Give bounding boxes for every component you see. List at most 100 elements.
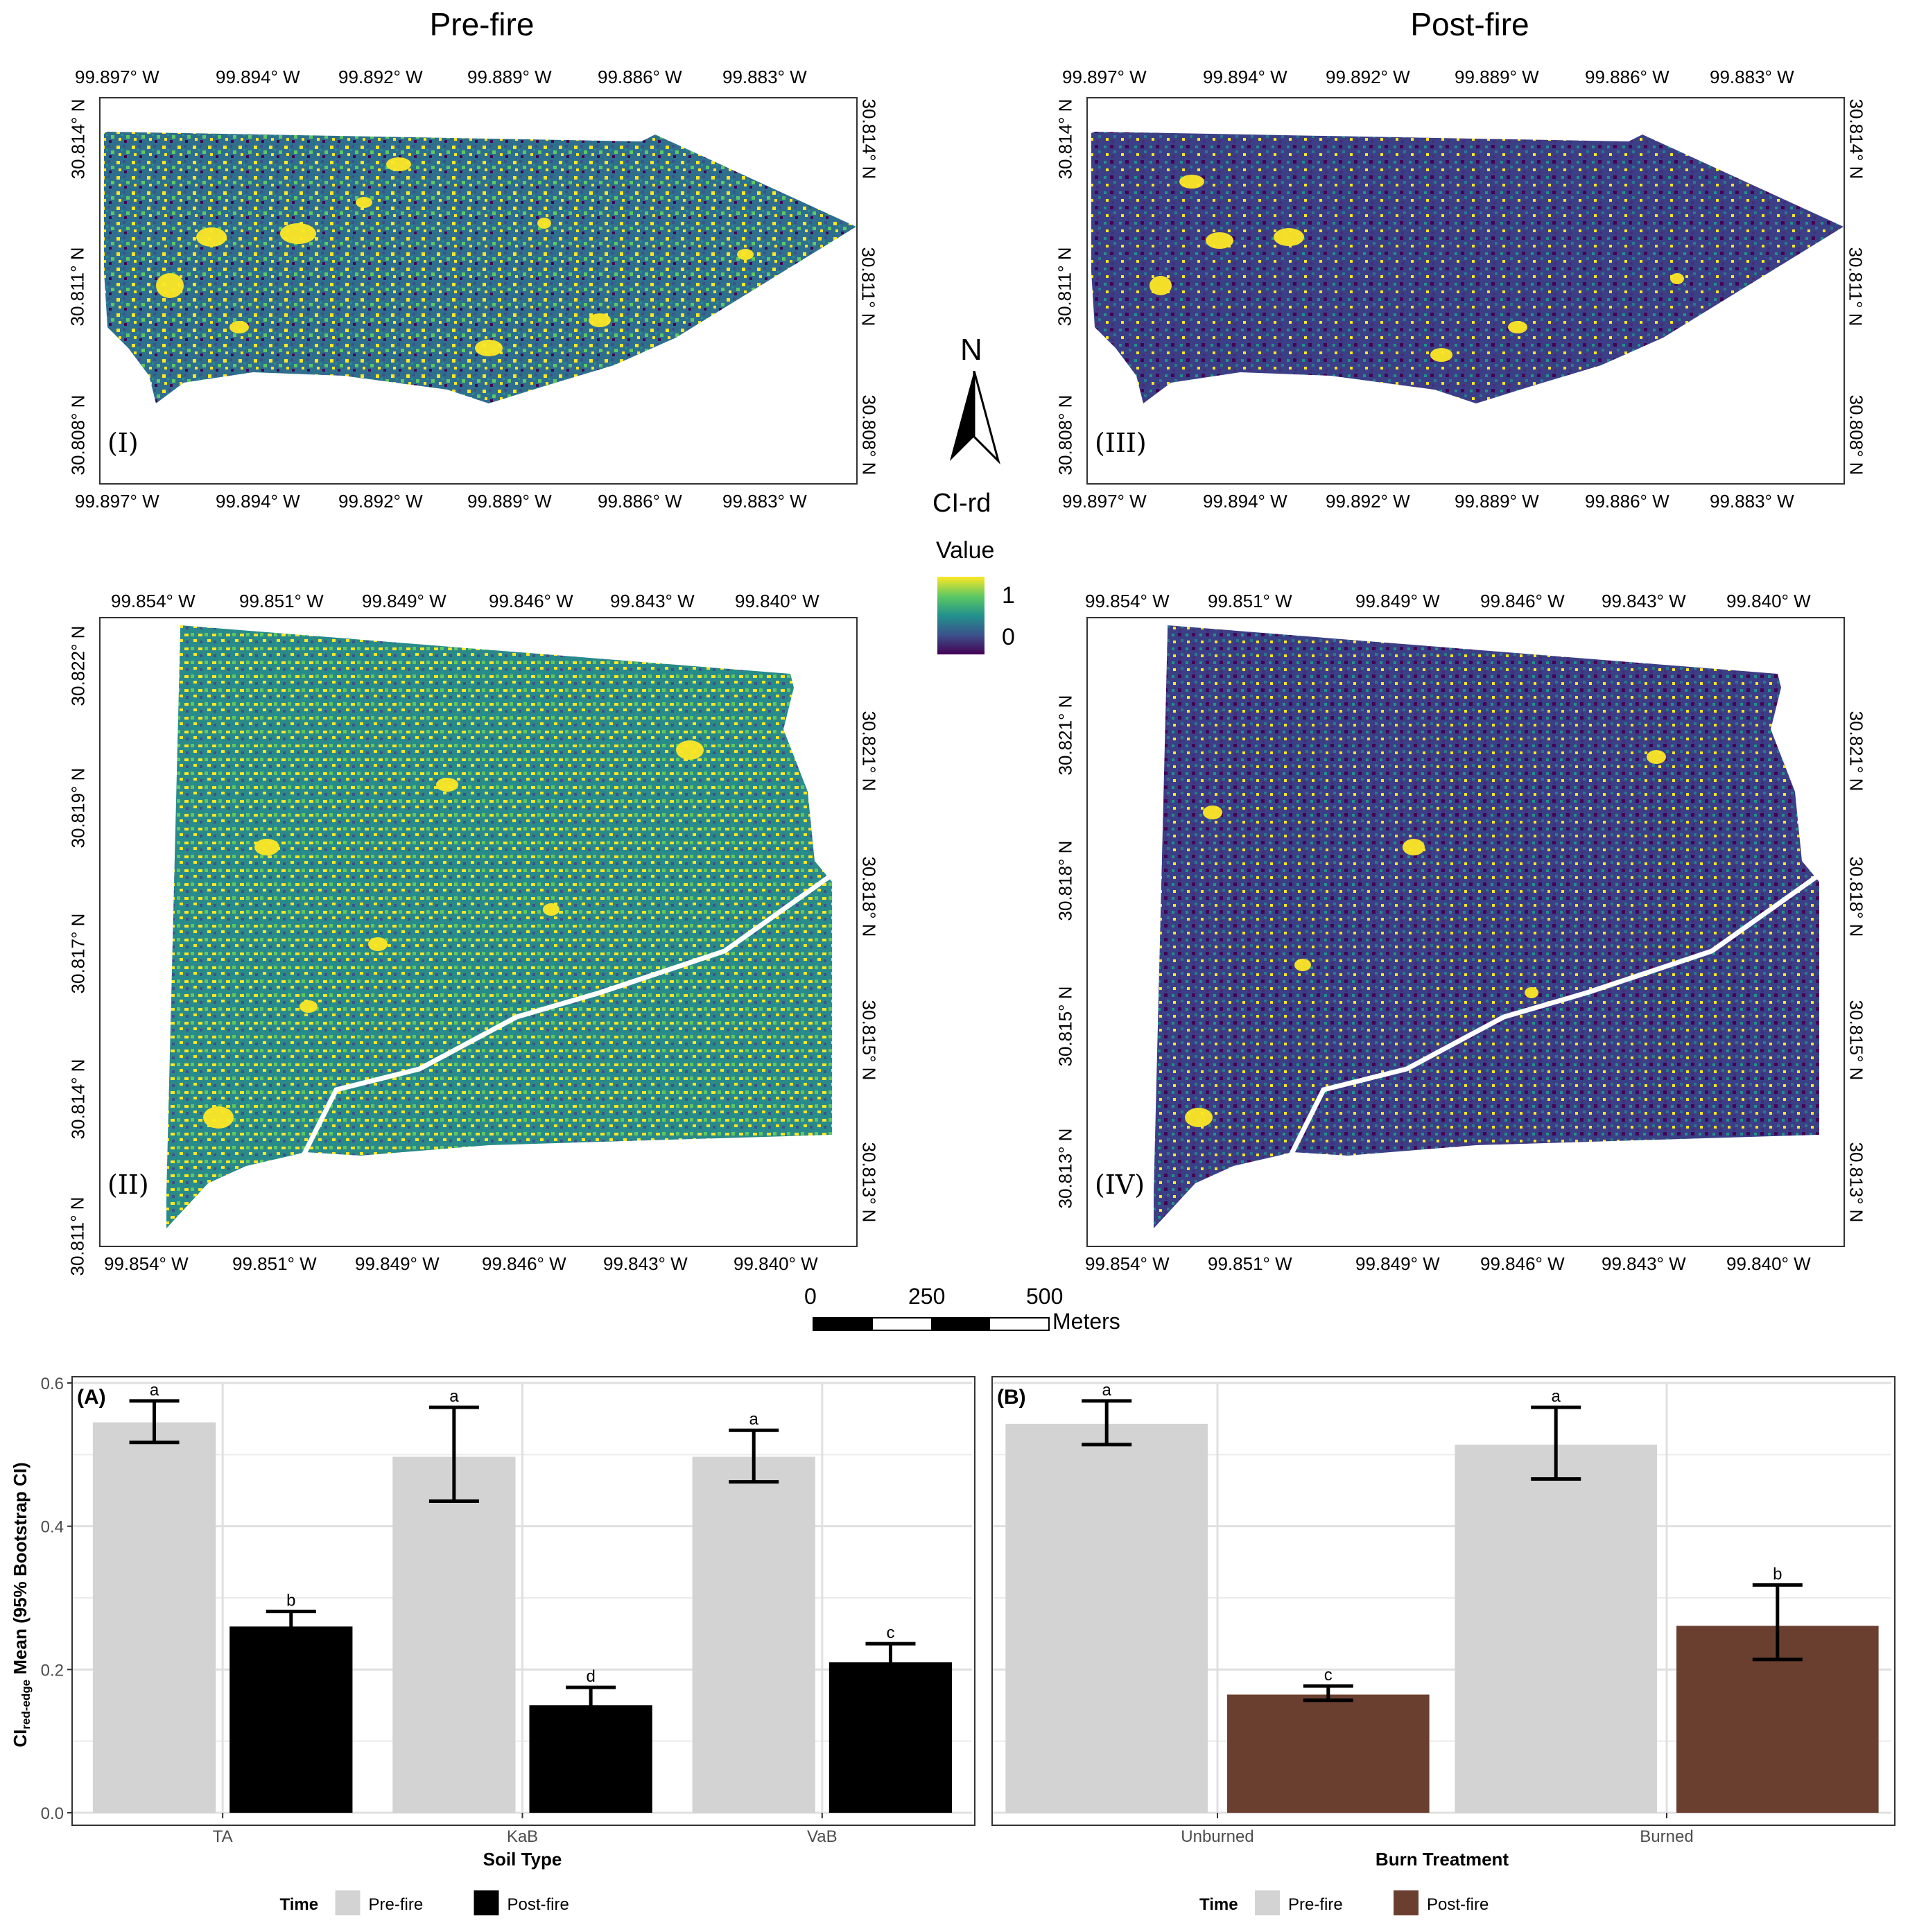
bar-pre-fire-ta [92, 1422, 216, 1813]
legend-label-post-fire: Post-fire [508, 1895, 569, 1914]
error-bar [1082, 1399, 1132, 1447]
panel-label-2: (II) [107, 1169, 149, 1200]
p2-bot-lon-6: 99.840° W [734, 1253, 818, 1274]
p3-top-lon-3: 99.892° W [1326, 67, 1410, 87]
significance-letter: a [449, 1387, 459, 1406]
legend-swatch-post-fire [474, 1890, 499, 1915]
p4-bot-lon-2: 99.851° W [1208, 1253, 1292, 1274]
p1-top-lon-2: 99.894° W [216, 67, 300, 87]
legend-title: Time [1199, 1895, 1238, 1914]
p3-bot-lon-2: 99.894° W [1203, 491, 1287, 512]
x-tick-label: TA [213, 1827, 233, 1846]
scale-unit: Meters [1052, 1309, 1120, 1334]
scale-bar [813, 1317, 1050, 1331]
map-panel-3: (III) [1086, 97, 1845, 485]
road-line-2 [299, 873, 834, 1160]
p1-top-lon-4: 99.889° W [467, 67, 552, 87]
p2-left-lat-1: 30.822° N [67, 625, 89, 706]
error-bar [729, 1428, 779, 1484]
bar-post-fire-vab [829, 1662, 953, 1813]
error-bar [1752, 1583, 1803, 1662]
significance-letter: a [1552, 1387, 1561, 1406]
p1-left-lat-1: 30.814° N [67, 98, 89, 180]
p3-left-lat-2: 30.811° N [1054, 247, 1075, 327]
y-tick-label: 0.0 [41, 1804, 64, 1823]
p4-top-lon-5: 99.843° W [1602, 591, 1686, 611]
legend-value-label: Value [936, 537, 995, 564]
x-axis-title: Soil Type [483, 1849, 562, 1870]
panel-label-3: (III) [1095, 428, 1147, 458]
p1-right-lat-1: 30.814° N [858, 98, 880, 180]
p2-right-lat-1: 30.821° N [858, 711, 880, 792]
p3-right-lat-2: 30.811° N [1845, 247, 1866, 327]
p4-right-lat-4: 30.813° N [1846, 1142, 1867, 1223]
y-axis-title: CIred-edge Mean (95% Bootstrap CI) [10, 1462, 33, 1747]
p4-top-lon-4: 99.846° W [1480, 591, 1565, 611]
p2-right-lat-4: 30.813° N [858, 1142, 880, 1223]
p2-left-lat-2: 30.819° N [67, 767, 89, 848]
p3-top-lon-2: 99.894° W [1203, 67, 1287, 87]
p3-bot-lon-1: 99.897° W [1062, 491, 1147, 512]
bar-post-fire-kab [529, 1705, 652, 1813]
panel-label-1: (I) [107, 428, 139, 458]
p2-top-lon-1: 99.854° W [111, 591, 196, 611]
significance-letter: a [749, 1410, 759, 1429]
bar-chart-burn-treatment: a a c b Unburned Burned Burn Treatment (B) Time P… [993, 1381, 1891, 1915]
p3-left-lat-1: 30.814° N [1055, 98, 1076, 180]
x-tick-label: KaB [507, 1827, 538, 1846]
p4-top-lon-1: 99.854° W [1085, 591, 1170, 611]
p2-left-lat-5: 30.811° N [67, 1196, 88, 1276]
p3-right-lat-3: 30.808° N [1846, 394, 1867, 476]
p2-bot-lon-1: 99.854° W [104, 1253, 189, 1274]
significance-letter: d [586, 1667, 595, 1686]
significance-letter: a [1102, 1381, 1112, 1400]
p2-bot-lon-3: 99.849° W [355, 1253, 440, 1274]
p3-top-lon-4: 99.889° W [1455, 67, 1539, 87]
chart-panel-label: (A) [77, 1386, 106, 1409]
p1-bot-lon-3: 99.892° W [338, 491, 423, 512]
bar-pre-fire-vab [692, 1456, 815, 1813]
y-axis-title-main: CI [10, 1730, 31, 1748]
legend-swatch-post-fire [1394, 1890, 1419, 1915]
p1-left-lat-3: 30.808° N [67, 394, 89, 476]
scale-label-250: 250 [908, 1284, 946, 1309]
p4-left-lat-1: 30.821° N [1055, 695, 1076, 776]
chart-panel-label: (B) [997, 1386, 1026, 1409]
panel-label-4: (IV) [1095, 1169, 1145, 1200]
error-bar [428, 1405, 479, 1503]
north-arrow-icon [950, 371, 1000, 464]
p2-bot-lon-2: 99.851° W [232, 1253, 317, 1274]
legend-title: Time [280, 1895, 319, 1914]
p1-right-lat-2: 30.811° N [858, 247, 879, 327]
y-tick-label: 0.6 [41, 1375, 64, 1393]
p1-bot-lon-2: 99.894° W [216, 491, 300, 512]
p4-right-lat-3: 30.815° N [1846, 1000, 1867, 1081]
legend-label-post-fire: Post-fire [1427, 1895, 1489, 1914]
p4-left-lat-2: 30.818° N [1055, 840, 1076, 921]
p2-top-lon-2: 99.851° W [239, 591, 324, 611]
significance-letter: b [1773, 1565, 1782, 1583]
error-bar [129, 1399, 180, 1445]
map-raster-3 [1091, 132, 1844, 403]
bar-chart-soil-type: a a a b d c TA KaB VaB Soil Type (A) Time Pre-fire Po… [10, 1375, 972, 1915]
map-panel-4: (IV) [1086, 617, 1845, 1247]
x-tick-label: Unburned [1181, 1827, 1254, 1846]
legend-min-label: 0 [1002, 624, 1015, 650]
p2-bot-lon-5: 99.843° W [603, 1253, 688, 1274]
p3-bot-lon-4: 99.889° W [1455, 491, 1539, 512]
map-panel-1: (I) [99, 97, 858, 485]
bar-post-fire-ta [229, 1626, 353, 1813]
legend-label-pre-fire: Pre-fire [369, 1895, 424, 1914]
p2-right-lat-3: 30.815° N [858, 1000, 880, 1081]
p3-left-lat-3: 30.808° N [1055, 394, 1076, 476]
p3-top-lon-5: 99.886° W [1585, 67, 1669, 87]
error-bar [1303, 1684, 1353, 1703]
p1-top-lon-3: 99.892° W [338, 67, 423, 87]
legend-swatch-pre-fire [335, 1890, 361, 1915]
p4-left-lat-4: 30.813° N [1055, 1128, 1076, 1209]
p4-top-lon-3: 99.849° W [1355, 591, 1440, 611]
legend-swatch-pre-fire [1255, 1890, 1280, 1915]
map-panel-2: (II) [99, 617, 858, 1247]
p4-left-lat-3: 30.815° N [1055, 986, 1076, 1067]
error-bar [266, 1610, 316, 1643]
